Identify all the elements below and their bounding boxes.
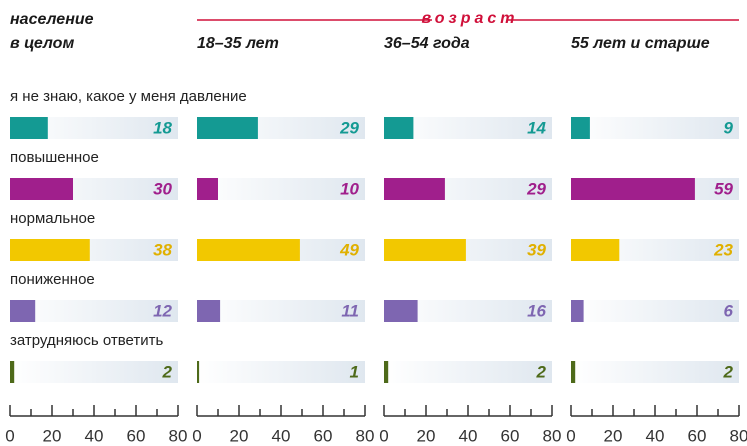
value-label: 59 bbox=[714, 179, 733, 198]
x-tick-label: 60 bbox=[127, 426, 146, 445]
value-label: 49 bbox=[339, 240, 359, 259]
x-tick-label: 60 bbox=[501, 426, 520, 445]
bar bbox=[571, 300, 584, 322]
category-label: пониженное bbox=[10, 271, 95, 288]
x-tick-label: 80 bbox=[356, 426, 375, 445]
value-label: 2 bbox=[723, 362, 734, 381]
value-label: 1 bbox=[350, 362, 359, 381]
row-background bbox=[571, 300, 739, 322]
x-tick-label: 60 bbox=[314, 426, 333, 445]
bar bbox=[197, 300, 221, 322]
value-label: 38 bbox=[153, 240, 172, 259]
value-label: 12 bbox=[153, 301, 172, 320]
row-background bbox=[10, 300, 178, 322]
category-label: я не знаю, какое у меня давление bbox=[10, 88, 247, 105]
x-tick-label: 40 bbox=[85, 426, 104, 445]
value-label: 10 bbox=[340, 179, 359, 198]
x-tick-label: 0 bbox=[379, 426, 388, 445]
value-label: 23 bbox=[713, 240, 733, 259]
row-background bbox=[384, 117, 552, 139]
row-background bbox=[571, 361, 739, 383]
x-tick-label: 80 bbox=[730, 426, 747, 445]
panel-title: 18–35 лет bbox=[197, 35, 279, 52]
panel-title: 36–54 года bbox=[384, 35, 470, 52]
row-background bbox=[384, 361, 552, 383]
category-label: повышенное bbox=[10, 149, 99, 166]
value-label: 16 bbox=[527, 301, 546, 320]
bar bbox=[197, 239, 300, 261]
value-label: 2 bbox=[162, 362, 173, 381]
row-background bbox=[571, 117, 739, 139]
bar bbox=[571, 117, 590, 139]
category-label: затрудняюсь ответить bbox=[10, 332, 163, 349]
bar bbox=[197, 361, 200, 383]
row-background bbox=[10, 361, 178, 383]
x-tick-label: 40 bbox=[646, 426, 665, 445]
value-label: 9 bbox=[724, 118, 734, 137]
x-tick-label: 20 bbox=[43, 426, 62, 445]
value-label: 39 bbox=[527, 240, 546, 259]
value-label: 18 bbox=[153, 118, 172, 137]
value-label: 14 bbox=[527, 118, 546, 137]
panel-title: в целом bbox=[10, 35, 74, 52]
x-tick-label: 40 bbox=[459, 426, 478, 445]
bar bbox=[571, 361, 576, 383]
x-tick-label: 20 bbox=[417, 426, 436, 445]
bar bbox=[10, 300, 36, 322]
bar bbox=[10, 178, 73, 200]
value-label: 11 bbox=[341, 301, 359, 320]
bar bbox=[10, 361, 15, 383]
value-label: 2 bbox=[536, 362, 547, 381]
value-label: 29 bbox=[526, 179, 546, 198]
x-tick-label: 80 bbox=[543, 426, 562, 445]
row-background bbox=[384, 300, 552, 322]
category-label: нормальное bbox=[10, 210, 95, 227]
row-background bbox=[197, 178, 365, 200]
bar bbox=[10, 117, 48, 139]
bar bbox=[197, 117, 258, 139]
bar bbox=[384, 361, 389, 383]
bar bbox=[197, 178, 218, 200]
x-tick-label: 0 bbox=[192, 426, 201, 445]
row-background bbox=[10, 117, 178, 139]
panel-title: население bbox=[10, 11, 94, 28]
bar bbox=[571, 239, 620, 261]
value-label: 30 bbox=[153, 179, 172, 198]
bar bbox=[10, 239, 90, 261]
bar bbox=[384, 300, 418, 322]
x-tick-label: 80 bbox=[169, 426, 188, 445]
group-label: возраст bbox=[422, 10, 519, 27]
bar bbox=[571, 178, 695, 200]
x-tick-label: 0 bbox=[5, 426, 14, 445]
row-background bbox=[197, 361, 365, 383]
bar bbox=[384, 239, 466, 261]
value-label: 6 bbox=[724, 301, 734, 320]
value-label: 29 bbox=[339, 118, 359, 137]
x-tick-label: 60 bbox=[688, 426, 707, 445]
x-tick-label: 40 bbox=[272, 426, 291, 445]
x-tick-label: 20 bbox=[604, 426, 623, 445]
bar bbox=[384, 117, 414, 139]
panel-title: 55 лет и старше bbox=[571, 35, 710, 52]
row-background bbox=[197, 300, 365, 322]
x-tick-label: 0 bbox=[566, 426, 575, 445]
bar bbox=[384, 178, 445, 200]
x-tick-label: 20 bbox=[230, 426, 249, 445]
